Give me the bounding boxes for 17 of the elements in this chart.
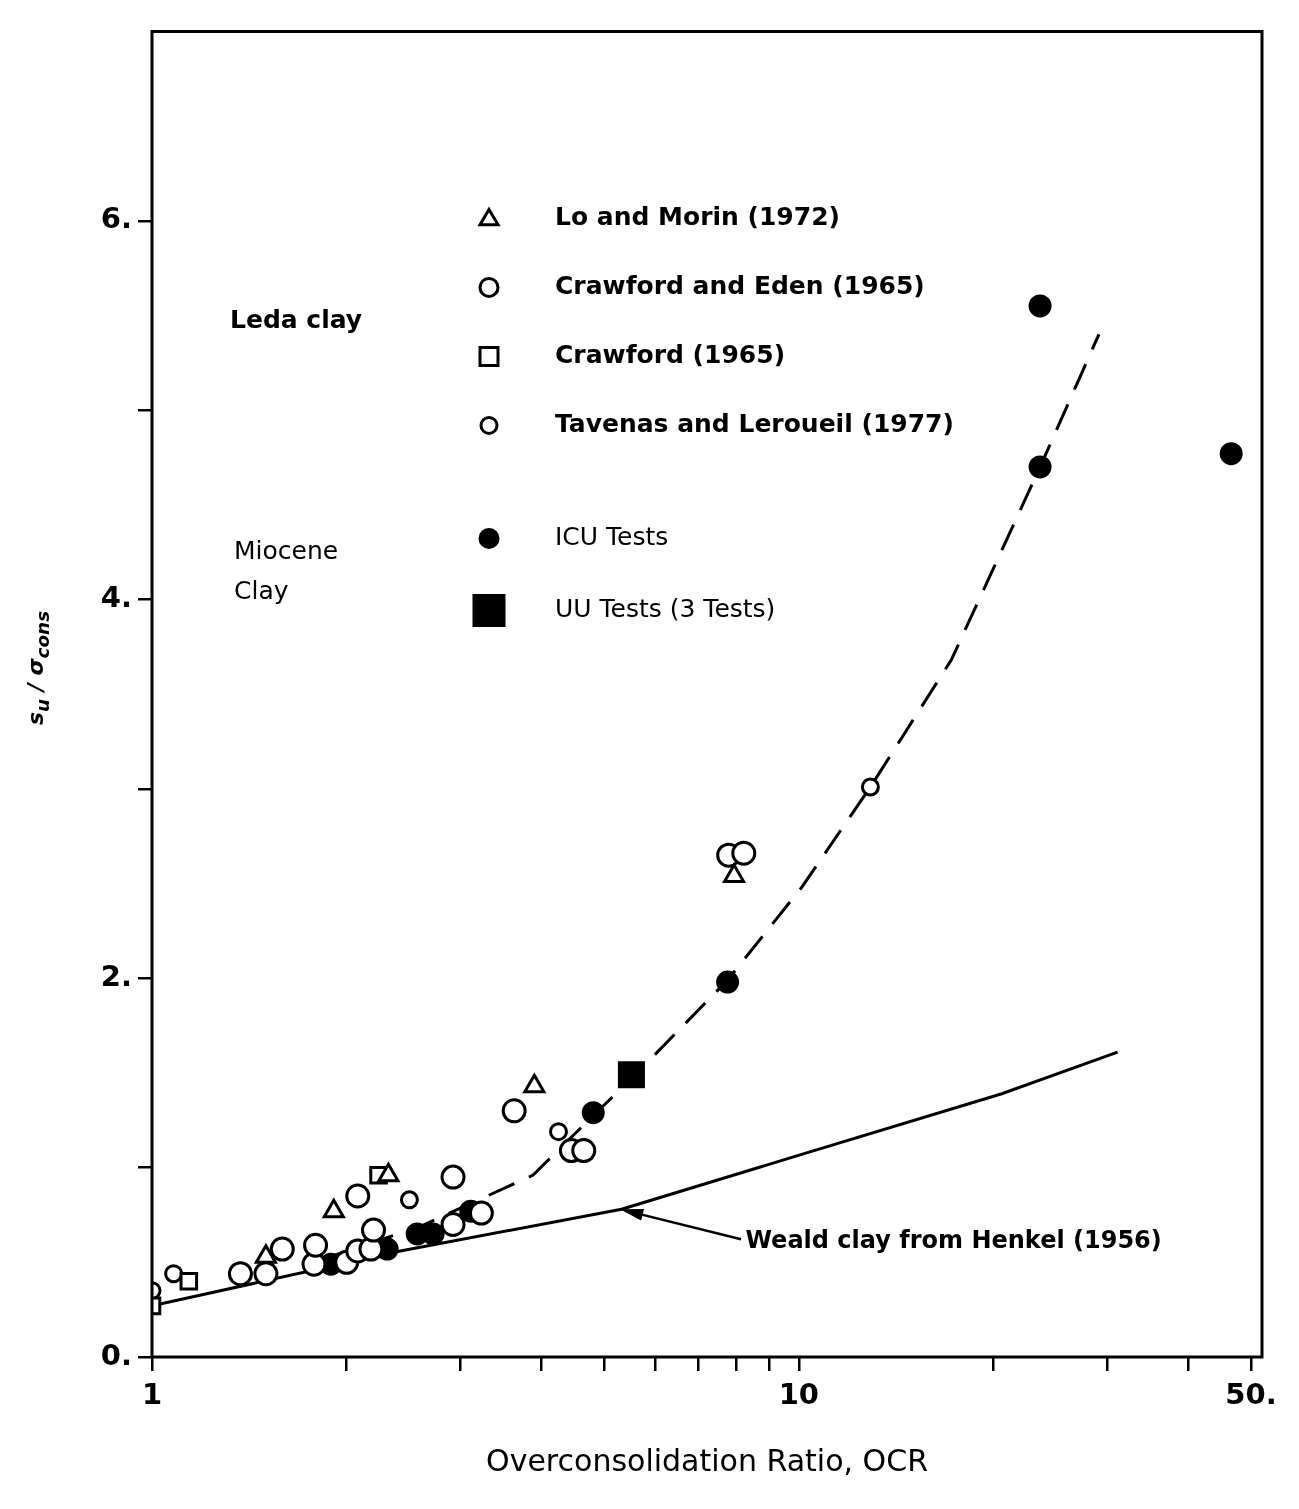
annotation: Weald clay from Henkel (1956): [745, 1225, 1162, 1254]
y-tick-label: 2.: [100, 958, 132, 993]
legend-label: ICU Tests: [555, 521, 669, 551]
y-tick-label: 0.: [100, 1337, 132, 1372]
legend-label: Tavenas and Leroueil (1977): [555, 408, 954, 438]
annotation: Leda clay: [230, 305, 363, 335]
x-tick-label: 50.: [1225, 1376, 1277, 1411]
legend-label: UU Tests (3 Tests): [555, 593, 776, 623]
annotation: Miocene Clay: [234, 535, 339, 605]
x-tick-label: 1: [141, 1376, 163, 1411]
y-tick-label: 4.: [100, 580, 132, 615]
legend-label: Crawford (1965): [555, 339, 786, 369]
legend-label: Crawford and Eden (1965): [555, 270, 925, 300]
x-tick-label: 10: [778, 1376, 820, 1411]
legend-label: Lo and Morin (1972): [555, 201, 840, 231]
y-tick-label: 6.: [100, 201, 132, 236]
x-axis-title: Overconsolidation Ratio, OCR: [486, 1442, 928, 1478]
